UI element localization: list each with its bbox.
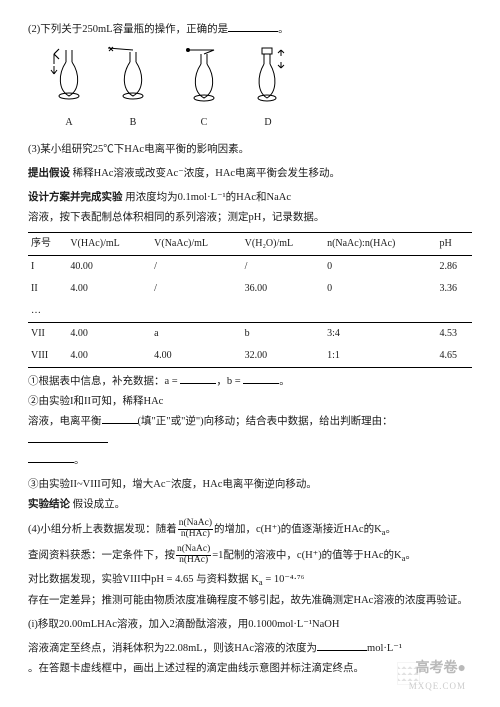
table-row: … (28, 300, 472, 323)
fill2: ②由实验I和II可知，稀释HAc (28, 392, 472, 412)
mix-text: 溶液，按下表配制总体积相同的系列溶液；测定pH，记录数据。 (28, 208, 472, 228)
frac-1: n(NaAc)n(HAc) (177, 519, 214, 540)
th-5: pH (436, 232, 472, 255)
hypo-text: 稀释HAc溶液或改变Ac⁻浓度，HAc电离平衡会发生移动。 (70, 168, 340, 179)
th-1: V(HAc)/mL (67, 232, 151, 255)
blank-reason (28, 432, 108, 443)
blank-conc (317, 640, 367, 651)
fill3: ③由实验II~VIII可知，增大Ac⁻浓度，HAc电离平衡逆向移动。 (28, 475, 472, 495)
q3: (3)某小组研究25℃下HAc电离平衡的影响因素。 (28, 140, 472, 160)
table-row: VIII4.004.0032.001:14.65 (28, 345, 472, 368)
fill2bb: (填"正"或"逆")向移动；结合表中数据，给出判断理由： (138, 416, 393, 427)
diff: 存在一定差异；推测可能由物质浓度准确程度不够引起，故先准确测定HAc溶液的浓度再… (28, 591, 472, 611)
table-row: I40.00//02.86 (28, 255, 472, 278)
conc-text: 假设成立。 (70, 499, 125, 510)
blank-cont (28, 452, 74, 463)
th-2: V(NaAc)/mL (151, 232, 242, 255)
q4b: 的增加，c(H⁺)的值逐渐接近HAc的K (214, 524, 382, 535)
blank-a (180, 373, 216, 384)
flask-d: D (248, 46, 288, 132)
flask-label-a: A (46, 113, 92, 132)
plan-text: 用浓度均为0.1mol·L⁻¹的HAc和NaAc (123, 192, 292, 203)
flask-label-d: D (248, 113, 288, 132)
step-i1: (i)移取20.00mLHAc溶液，加入2滴酚酞溶液，用0.1000mol·L⁻… (28, 615, 472, 635)
conc-label: 实验结论 (28, 499, 70, 510)
cmp: 对比数据发现，实验VIII中pH = 4.65 与资料数据 K (28, 574, 259, 585)
i2a: 溶液滴定至终点，消耗体积为22.08mL，则该HAc溶液的浓度为 (28, 643, 317, 654)
fill1b: ，b = (216, 376, 243, 387)
hypo-label: 提出假设 (28, 168, 70, 179)
look-a: 查阅资料获悉：一定条件下，按 (28, 550, 175, 561)
look-b: =1配制的溶液中，c(H⁺)的值等于HAc的K (212, 550, 401, 561)
flask-label-b: B (106, 113, 160, 132)
flask-label-c: C (174, 113, 234, 132)
blank-b (243, 373, 279, 384)
table-row: VII4.00ab3:44.53 (28, 322, 472, 345)
data-table: 序号 V(HAc)/mL V(NaAc)/mL V(H₂O)/mL n(NaAc… (28, 232, 472, 368)
watermark-url: MXQE.COM (409, 678, 466, 695)
i2b: mol·L⁻¹ (367, 643, 402, 654)
flask-a: A (46, 46, 92, 132)
q2-text: (2)下列关于250mL容量瓶的操作，正确的是 (28, 24, 228, 35)
flask-c: C (174, 46, 234, 132)
q4a: (4)小组分析上表数据发现：随着 (28, 524, 177, 535)
table-header: 序号 V(HAc)/mL V(NaAc)/mL V(H₂O)/mL n(NaAc… (28, 232, 472, 255)
plan-label: 设计方案并完成实验 (28, 192, 123, 203)
cmp-b: = 10⁻⁴·⁷⁶ (263, 574, 305, 585)
th-4: n(NaAc):n(HAc) (324, 232, 436, 255)
th-3: V(H₂O)/mL (242, 232, 324, 255)
th-0: 序号 (28, 232, 67, 255)
flask-b: B (106, 46, 160, 132)
blank-q2 (228, 21, 278, 32)
frac-2: n(NaAc)n(HAc) (175, 545, 212, 566)
fill1a: ①根据表中信息，补充数据：a = (28, 376, 180, 387)
flask-row: A B C (46, 46, 472, 132)
blank-dir (102, 413, 138, 424)
table-row: II4.00/36.0003.36 (28, 278, 472, 300)
fill2ba: 溶液，电离平衡 (28, 416, 102, 427)
